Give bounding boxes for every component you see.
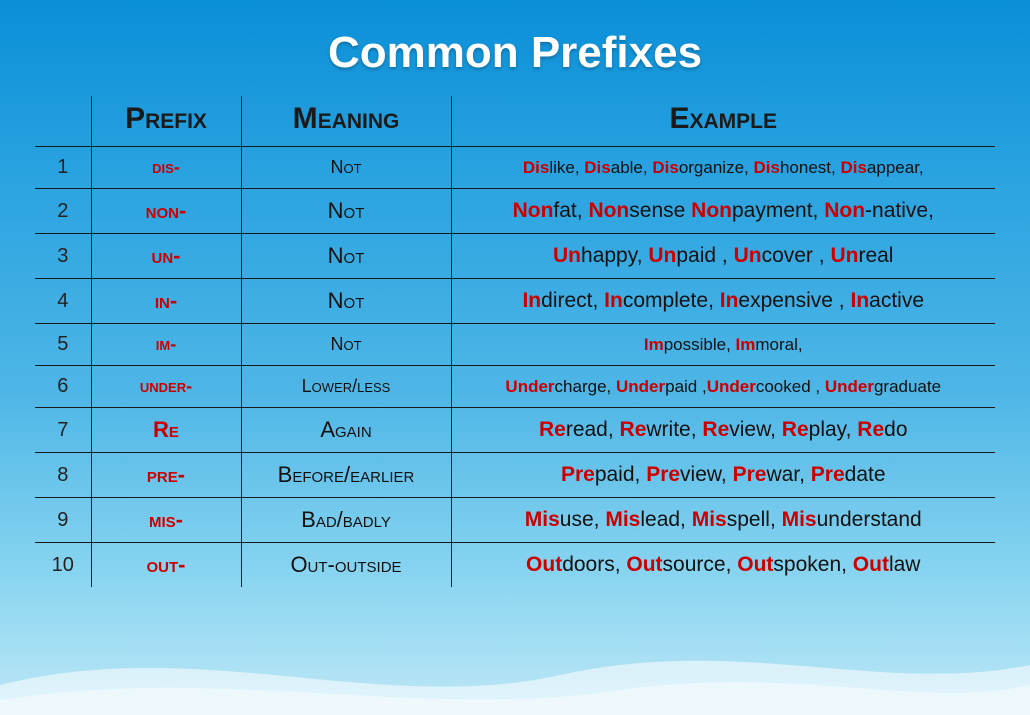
example-word: Nonfat	[513, 199, 577, 222]
example-cell: Dislike, Disable, Disorganize, Dishonest…	[451, 147, 995, 189]
row-number: 4	[35, 279, 91, 324]
table-row: 3un-NotUnhappy, Unpaid , Uncover , Unrea…	[35, 234, 995, 279]
row-number: 7	[35, 408, 91, 453]
example-word: Misunderstand	[782, 508, 922, 531]
example-word: Dishonest	[753, 158, 831, 177]
table-row: 2non-NotNonfat, Nonsense Nonpayment, Non…	[35, 189, 995, 234]
example-word: Reread	[539, 418, 608, 441]
example-cell: Indirect, Incomplete, Inexpensive , Inac…	[451, 279, 995, 324]
example-word: Disable	[584, 158, 643, 177]
example-word: Misspell	[692, 508, 770, 531]
example-word: Prewar	[733, 463, 800, 486]
example-word: Review	[702, 418, 770, 441]
row-number: 3	[35, 234, 91, 279]
example-word: Incomplete	[604, 289, 708, 312]
example-word: Unpaid	[648, 244, 716, 267]
table-row: 8pre-Before/earlierPrepaid, Preview, Pre…	[35, 453, 995, 498]
example-word: Dislike	[523, 158, 575, 177]
example-cell: Misuse, Mislead, Misspell, Misunderstand	[451, 498, 995, 543]
example-cell: Reread, Rewrite, Review, Replay, Redo	[451, 408, 995, 453]
table-row: 1dis-NotDislike, Disable, Disorganize, D…	[35, 147, 995, 189]
example-word: Inexpensive	[720, 289, 833, 312]
col-prefix: Prefix	[91, 96, 241, 147]
row-number: 6	[35, 366, 91, 408]
prefix-cell: mis-	[91, 498, 241, 543]
meaning-cell: Not	[241, 324, 451, 366]
example-word: Outspoken	[737, 553, 841, 576]
example-word: Undergraduate	[825, 377, 941, 396]
meaning-cell: Again	[241, 408, 451, 453]
wave-decoration	[0, 625, 1030, 715]
col-example: Example	[451, 96, 995, 147]
example-word: Prepaid	[561, 463, 635, 486]
example-word: Indirect	[522, 289, 592, 312]
table-header-row: Prefix Meaning Example	[35, 96, 995, 147]
prefix-cell: un-	[91, 234, 241, 279]
example-cell: Unhappy, Unpaid , Uncover , Unreal	[451, 234, 995, 279]
table-row: 4in-NotIndirect, Incomplete, Inexpensive…	[35, 279, 995, 324]
example-word: Inactive	[850, 289, 924, 312]
table-row: 9mis-Bad/badlyMisuse, Mislead, Misspell,…	[35, 498, 995, 543]
col-meaning: Meaning	[241, 96, 451, 147]
example-word: Rewrite	[620, 418, 691, 441]
prefix-cell: Re	[91, 408, 241, 453]
example-word: Outsource	[626, 553, 725, 576]
example-word: Disorganize	[652, 158, 744, 177]
example-word: Mislead	[605, 508, 680, 531]
table-row: 7ReAgainReread, Rewrite, Review, Replay,…	[35, 408, 995, 453]
row-number: 10	[35, 543, 91, 588]
example-word: Outlaw	[853, 553, 921, 576]
prefix-cell: under-	[91, 366, 241, 408]
example-word: Outdoors	[526, 553, 615, 576]
example-cell: Undercharge, Underpaid ,Undercooked , Un…	[451, 366, 995, 408]
example-word: Unhappy	[553, 244, 637, 267]
prefix-cell: non-	[91, 189, 241, 234]
meaning-cell: Not	[241, 147, 451, 189]
row-number: 9	[35, 498, 91, 543]
meaning-cell: Not	[241, 189, 451, 234]
example-word: Misuse	[525, 508, 594, 531]
prefix-cell: out-	[91, 543, 241, 588]
example-word: Redo	[857, 418, 907, 441]
meaning-cell: Bad/badly	[241, 498, 451, 543]
example-word: Unreal	[830, 244, 893, 267]
row-number: 8	[35, 453, 91, 498]
example-word: Undercooked	[707, 377, 811, 396]
prefix-cell: dis-	[91, 147, 241, 189]
example-cell: Impossible, Immoral,	[451, 324, 995, 366]
example-word: Immoral	[736, 335, 798, 354]
example-cell: Nonfat, Nonsense Nonpayment, Non-native,	[451, 189, 995, 234]
example-word: Nonpayment	[691, 199, 812, 222]
prefix-cell: pre-	[91, 453, 241, 498]
example-word: Impossible	[644, 335, 726, 354]
example-cell: Outdoors, Outsource, Outspoken, Outlaw	[451, 543, 995, 588]
example-word: Nonsense	[588, 199, 685, 222]
example-word: Uncover	[734, 244, 813, 267]
prefix-cell: im-	[91, 324, 241, 366]
example-word: Disappear	[840, 158, 918, 177]
page-title: Common Prefixes	[35, 28, 995, 78]
meaning-cell: Not	[241, 279, 451, 324]
row-number: 1	[35, 147, 91, 189]
table-row: 5im-NotImpossible, Immoral,	[35, 324, 995, 366]
example-cell: Prepaid, Preview, Prewar, Predate	[451, 453, 995, 498]
meaning-cell: Lower/less	[241, 366, 451, 408]
row-number: 5	[35, 324, 91, 366]
col-num	[35, 96, 91, 147]
prefix-cell: in-	[91, 279, 241, 324]
example-word: Undercharge	[505, 377, 606, 396]
example-word: Non-native	[824, 199, 928, 222]
slide: Common Prefixes Prefix Meaning Example 1…	[0, 0, 1030, 715]
prefixes-table: Prefix Meaning Example 1dis-NotDislike, …	[35, 96, 995, 587]
example-word: Replay	[782, 418, 846, 441]
meaning-cell: Out-outside	[241, 543, 451, 588]
example-word: Predate	[811, 463, 886, 486]
example-word: Preview	[646, 463, 721, 486]
table-row: 6under-Lower/lessUndercharge, Underpaid …	[35, 366, 995, 408]
row-number: 2	[35, 189, 91, 234]
table-row: 10out-Out-outsideOutdoors, Outsource, Ou…	[35, 543, 995, 588]
meaning-cell: Not	[241, 234, 451, 279]
example-word: Underpaid	[616, 377, 697, 396]
meaning-cell: Before/earlier	[241, 453, 451, 498]
